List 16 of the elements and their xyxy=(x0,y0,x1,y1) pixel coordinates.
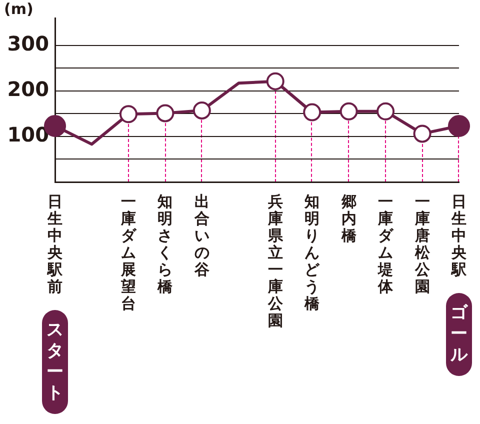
text: スタート xyxy=(42,310,68,414)
y-axis-title: (m) xyxy=(4,0,34,18)
text: ゴール xyxy=(446,293,472,376)
y-tick-label: 200 xyxy=(7,77,49,102)
x-tick-label: 郷内橋 xyxy=(340,192,358,244)
x-tick-label: 知明さくら橋 xyxy=(156,192,174,296)
y-tick-label: 300 xyxy=(7,32,49,56)
y-tick-label: 100 xyxy=(7,122,49,147)
x-tick-label: 日生中央駅前 xyxy=(46,192,64,296)
x-tick-label: 知明りんどう橋 xyxy=(304,192,321,312)
x-tick-label: 兵庫県立一庫公園 xyxy=(266,192,284,330)
x-tick-label: 一庫ダム堤体 xyxy=(377,192,394,296)
x-tick-label: 一庫唐松公園 xyxy=(414,192,431,296)
x-tick-label: 出合いの谷 xyxy=(193,192,210,278)
x-tick-label: 一庫ダム展望台 xyxy=(120,192,137,312)
x-tick-label: 日生中央駅 xyxy=(450,192,468,278)
